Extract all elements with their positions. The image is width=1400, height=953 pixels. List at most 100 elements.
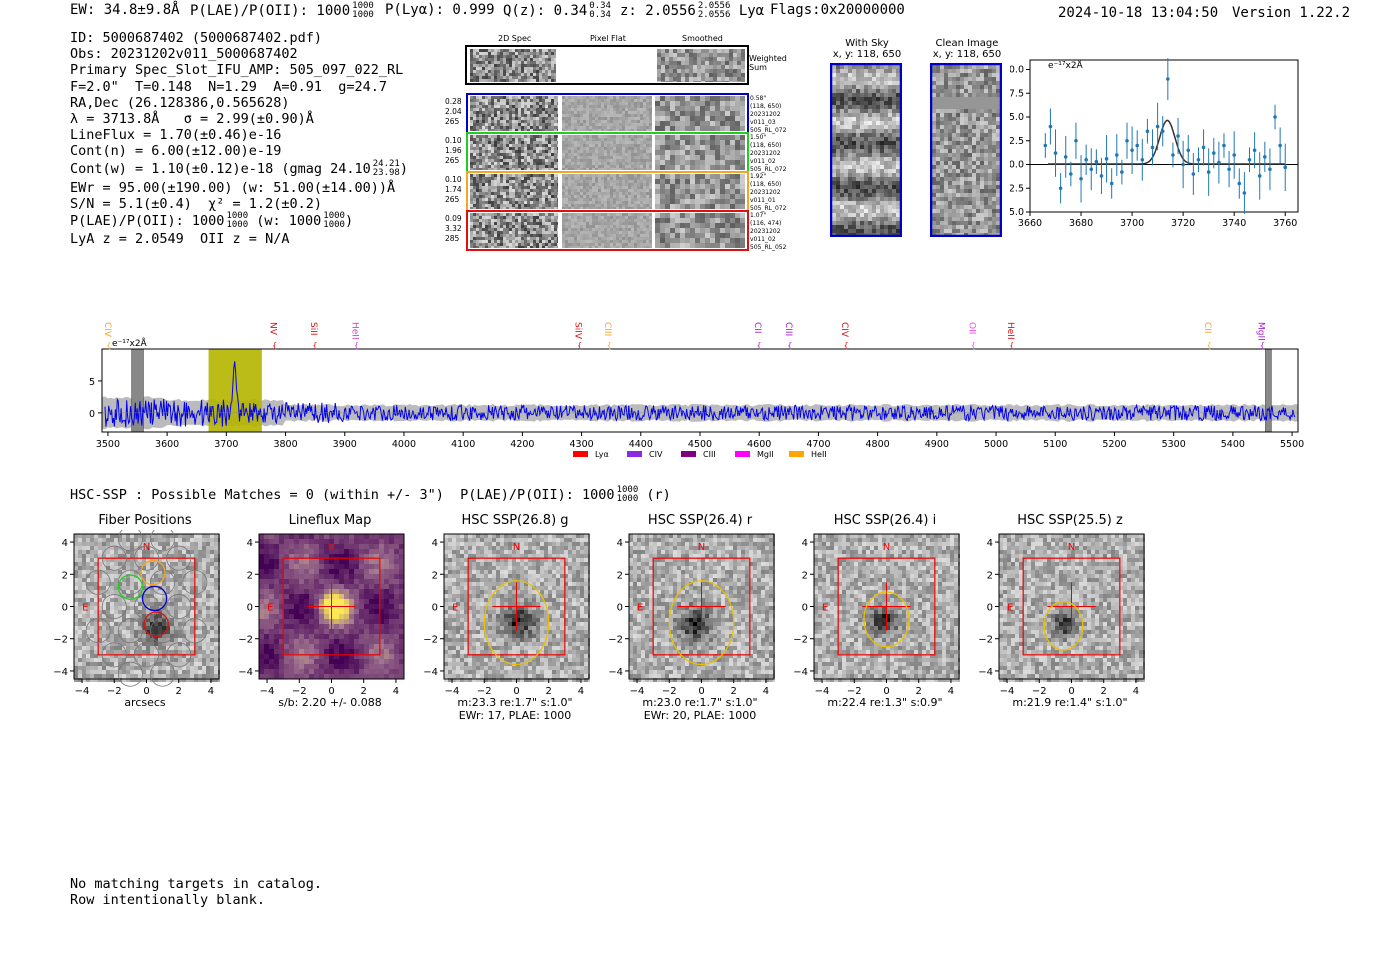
spectrum-unit-label: e⁻¹⁷x2Å (112, 337, 148, 349)
panel-image: N E −4 −4 −2 −2 0 0 2 2 4 4 (793, 533, 960, 697)
panel-xtick-label: −2 (477, 686, 492, 697)
cutout-right-label: 1.50" (750, 134, 766, 141)
zoom-point (1155, 124, 1160, 129)
panel-image: N E −4 −4 −2 −2 0 0 2 2 4 4 (53, 530, 220, 697)
panel-xtick-label: 4 (948, 686, 954, 697)
panel-caption: m:23.0 re:1.7" s:1.0" (642, 696, 758, 709)
zoom-point (1099, 174, 1104, 178)
panel-ytick-label: 2 (247, 570, 253, 581)
clean-image-border (930, 63, 1002, 237)
panel-xtick-label: 2 (1101, 686, 1107, 697)
cutout-right-label: 20231202 (750, 111, 781, 118)
info-block: ID: 5000687402 (5000687402.pdf) Obs: 202… (70, 30, 408, 247)
with-sky-border (830, 63, 902, 237)
emission-line-label: MgII (1255, 322, 1265, 341)
zoom-point (1053, 151, 1058, 155)
panel-image: N E −4 −4 −2 −2 0 0 2 2 4 4 (608, 533, 775, 697)
zoom-point (1125, 138, 1129, 143)
fiber-circle (134, 545, 159, 571)
header-ew: EW: 34.8±9.8Å (70, 2, 180, 18)
fiber-circle (182, 569, 208, 595)
info-contn: Cont(n) = 6.00(±12.00)e-19 (70, 143, 282, 160)
panel-xtick-label: −4 (1000, 686, 1015, 697)
north-label: N (883, 542, 890, 553)
panel-image: N E −4 −4 −2 −2 0 0 2 2 4 4 (978, 533, 1145, 697)
zoom-point (1166, 77, 1170, 81)
emission-line-label: SiII (308, 322, 318, 336)
cutout-left-label: 0.10 (445, 175, 462, 184)
panel-title: HSC SSP(25.5) z (1017, 513, 1123, 528)
panel-ytick-label: 0 (247, 603, 253, 614)
cutout-right-label: 20231202 (750, 189, 781, 196)
panel-image: N E −4 −4 −2 −2 0 0 2 2 4 4 (238, 533, 405, 697)
zoom-point (1211, 151, 1216, 155)
cutout-left-label: 0.09 (445, 214, 462, 223)
cutout-row-border (466, 210, 749, 251)
fiber-circle (182, 618, 208, 644)
zoom-point (1043, 143, 1048, 148)
zoom-point (1278, 143, 1282, 148)
cutout-left-label: 0.10 (445, 136, 462, 145)
cutout-right-label: 1.07" (750, 212, 766, 219)
zoom-point (1150, 145, 1155, 150)
panel-xtick-label: 0 (883, 686, 889, 697)
col-pixel-flat: Pixel Flat (590, 34, 626, 43)
emission-line-label: CIII (783, 322, 793, 336)
panel-ytick-label: −4 (978, 667, 993, 678)
zoom-point (1273, 115, 1277, 119)
spectrum-xtick-label: 4600 (747, 439, 771, 450)
spectrum-xtick-label: 5200 (1102, 439, 1126, 450)
fiber-circle (85, 569, 111, 595)
zoom-point (1084, 157, 1088, 162)
clean-image-title: Clean Image x, y: 118, 650 (932, 38, 1002, 60)
zoom-point (1130, 148, 1134, 153)
panel-xtick-label: 4 (393, 686, 399, 697)
fiber-highlight (143, 611, 169, 637)
legend-swatch (627, 451, 642, 457)
fiber-highlight (141, 585, 168, 612)
panel-xtick-label: −2 (107, 686, 122, 697)
legend-label: CIII (703, 450, 716, 459)
with-sky-image (830, 63, 902, 237)
panel-xtick-label: 0 (143, 686, 149, 697)
panel-caption: m:21.9 re:1.4" s:1.0" (1012, 696, 1128, 709)
fiber-circle (117, 530, 143, 552)
panel-xtick-label: −2 (662, 686, 677, 697)
cutout-left-label: 0.28 (445, 97, 462, 106)
panel-title: Lineflux Map (288, 513, 372, 528)
zoom-point (1181, 162, 1185, 167)
zoom-point (1201, 145, 1206, 150)
header-plya: P(Lyα): 0.999 (385, 2, 495, 18)
spectrum-xtick-label: 4100 (451, 439, 475, 450)
zoom-point (1283, 165, 1288, 170)
panel-ytick-label: 4 (987, 538, 993, 549)
zoom-point (1171, 153, 1175, 157)
zoom-point (1063, 155, 1068, 159)
panel-ytick-label: −2 (978, 635, 993, 646)
info-plae: P(LAE)/P(OII): 1000 1000 1000 (w: 1000 1000… (70, 211, 354, 231)
panel-xtick-label: −2 (1032, 686, 1047, 697)
col-smoothed: Smoothed (682, 34, 723, 43)
emission-line-marker: { (354, 341, 359, 350)
panel-xtick-label: −4 (445, 686, 460, 697)
panel-ytick-label: −2 (423, 635, 438, 646)
spectrum-xtick-label: 5500 (1280, 439, 1304, 450)
spectrum-xtick-label: 5000 (984, 439, 1008, 450)
emission-line-label: CIV (102, 322, 112, 338)
east-label: E (452, 603, 458, 614)
spectrum-xtick-label: 4500 (688, 439, 712, 450)
cutout-right-label: v011_03 (750, 119, 776, 126)
fiber-circle (101, 642, 127, 668)
panel-xtick-label: 2 (361, 686, 367, 697)
spectrum-xtick-label: 5400 (1221, 439, 1245, 450)
zoom-point (1263, 155, 1267, 159)
spectrum-xtick-label: 5100 (1043, 439, 1067, 450)
panel-ytick-label: −4 (423, 667, 438, 678)
header-z: z: 2.0556 2.0556 2.0556 Lyα (620, 1, 765, 20)
zoom-point (1247, 157, 1252, 162)
emission-line-marker: { (787, 341, 792, 350)
spectrum-xtick-label: 4200 (510, 439, 534, 450)
zoom-point (1196, 157, 1201, 162)
